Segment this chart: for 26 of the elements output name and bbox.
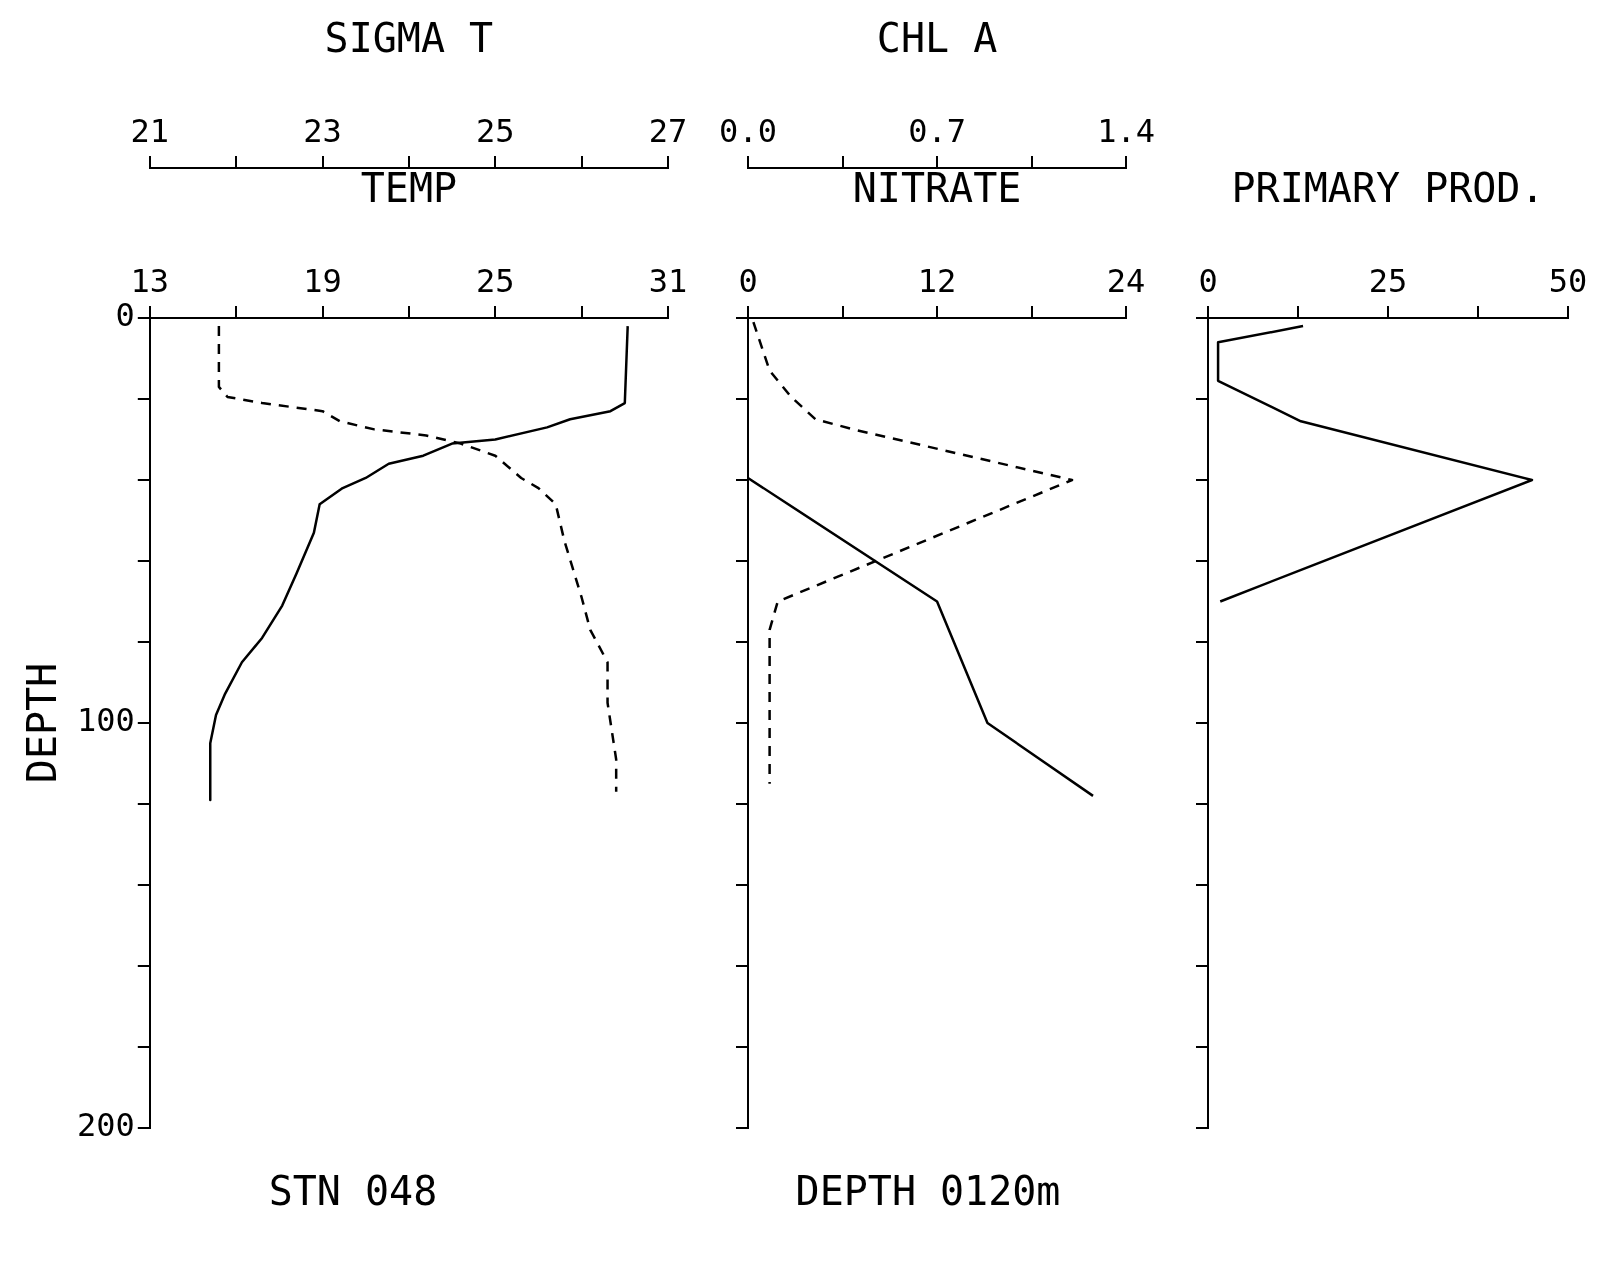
x-axis-title: NITRATE	[852, 165, 1022, 212]
x2-tick-label: 1.4	[1097, 112, 1155, 151]
y-tick-label: 200	[77, 1106, 135, 1145]
x-tick-label: 24	[1106, 262, 1146, 301]
x-tick-label: 19	[303, 262, 342, 301]
x2-axis-title: SIGMA T	[324, 15, 494, 62]
x-tick-label: 25	[476, 262, 515, 301]
text: STN 048	[268, 1168, 438, 1214]
x2-tick-label: 21	[130, 112, 170, 151]
y-tick-label: 100	[77, 701, 135, 740]
x-axis-title: PRIMARY PROD.	[1231, 165, 1545, 212]
x-tick-label: 0	[738, 262, 758, 301]
x2-tick-label: 0.0	[719, 112, 777, 151]
x2-tick-label: 25	[476, 112, 515, 151]
text: DEPTH 0120m	[795, 1168, 1061, 1214]
x-axis-title: TEMP	[360, 165, 458, 212]
x2-tick-label: 27	[648, 112, 688, 151]
x2-tick-label: 23	[303, 112, 342, 151]
x2-tick-label: 0.7	[908, 112, 966, 151]
x-tick-label: 0	[1198, 262, 1218, 301]
y-axis-title: DEPTH	[19, 662, 66, 784]
x-tick-label: 50	[1548, 262, 1588, 301]
x-tick-label: 12	[917, 262, 957, 301]
x-tick-label: 25	[1368, 262, 1408, 301]
x-tick-label: 31	[648, 262, 688, 301]
x2-axis-title: CHL A	[876, 15, 998, 62]
